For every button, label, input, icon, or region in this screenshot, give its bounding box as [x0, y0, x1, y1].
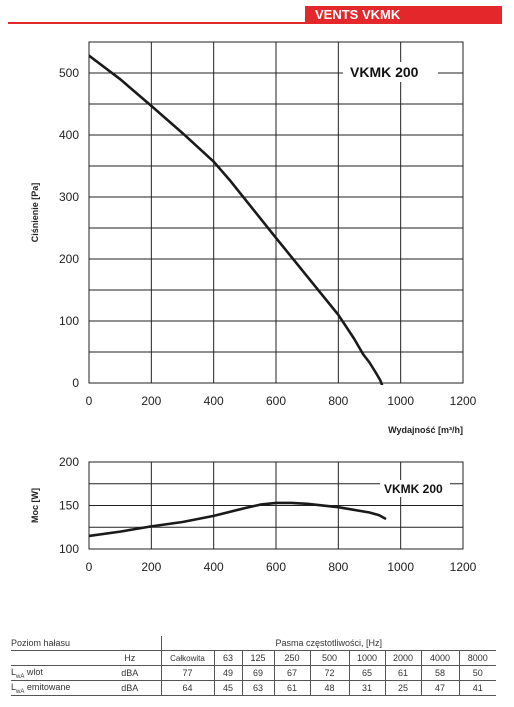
band-column-header: 4000 [420, 650, 459, 666]
header-rule [8, 22, 502, 24]
y-axis-title: Moc [W] [30, 488, 40, 523]
table-cell: 72 [309, 665, 349, 681]
title-bg [380, 480, 450, 497]
table-cell: 58 [420, 665, 459, 681]
row-label-sub: wA [16, 673, 25, 680]
title-bg [343, 62, 438, 82]
y-tick-label: 100 [59, 542, 79, 556]
table-cell: 67 [273, 665, 310, 681]
row-label-main: L [11, 666, 17, 677]
x-tick-label: 1000 [387, 394, 414, 408]
unit-hz: Hz [99, 650, 161, 666]
y-tick-label: 400 [59, 128, 79, 142]
y-tick-label: 300 [59, 190, 79, 204]
table-cell: 65 [348, 665, 385, 681]
band-column-header: 2000 [384, 650, 421, 666]
bands-title: Pasma częstotliwości, [Hz] [160, 636, 497, 651]
x-tick-label: 0 [86, 560, 93, 574]
row-unit: dBA [99, 665, 161, 681]
band-column-header: 1000 [348, 650, 385, 666]
table-cell: 61 [273, 680, 310, 696]
x-axis-title: Wydajność [m³/h] [388, 425, 463, 435]
x-tick-label: 0 [86, 394, 93, 408]
chart-title: VKMK 200 [350, 64, 419, 80]
table-cell: 31 [348, 680, 385, 696]
noise-table: Poziom hałasu Pasma częstotliwości, [Hz]… [11, 636, 497, 696]
table-columns-row: Hz Całkowita 63 125 250 500 1000 2000 4000 8000 [11, 650, 497, 666]
table-cell: 61 [384, 665, 421, 681]
table-cell: 64 [160, 680, 214, 696]
x-tick-label: 800 [328, 394, 348, 408]
y-tick-label: 0 [72, 376, 79, 390]
x-tick-label: 600 [266, 560, 286, 574]
band-column-header: 63 [213, 650, 242, 666]
x-tick-label: 400 [204, 394, 224, 408]
header-title: VENTS VKMK [315, 7, 401, 22]
row-label-main: L [11, 681, 17, 692]
y-tick-label: 200 [59, 252, 79, 266]
band-column-header: 250 [273, 650, 310, 666]
table-cell: 63 [241, 680, 274, 696]
x-tick-label: 200 [141, 560, 161, 574]
noise-table-title: Poziom hałasu [11, 636, 99, 651]
x-tick-label: 800 [328, 560, 348, 574]
table-cell: 47 [420, 680, 459, 696]
band-column-header: 500 [309, 650, 349, 666]
y-tick-label: 150 [59, 499, 79, 513]
x-tick-label: 200 [141, 394, 161, 408]
x-tick-label: 400 [204, 560, 224, 574]
table-header-row: Poziom hałasu Pasma częstotliwości, [Hz] [11, 636, 497, 651]
row-label-rest: emitowane [24, 681, 71, 692]
band-column-header: 125 [241, 650, 274, 666]
power-chart: 0 200 400 600 800 1000 1200 100 150 200 Moc [W] VKM… [30, 455, 477, 574]
table-cell: 41 [458, 680, 497, 696]
chart-title: VKMK 200 [384, 482, 443, 496]
y-tick-label: 500 [59, 66, 79, 80]
series-line [89, 54, 384, 385]
table-cell: 25 [384, 680, 421, 696]
y-tick-label: 200 [59, 455, 79, 469]
table-cell: 48 [309, 680, 349, 696]
x-tick-label: 1000 [387, 560, 414, 574]
y-tick-label: 100 [59, 314, 79, 328]
table-cell: 50 [458, 665, 497, 681]
row-label: LwA emitowane [11, 680, 99, 696]
plot-frame [88, 41, 464, 384]
table-row: LwA wlot dBA 77 49 69 67 72 65 61 58 50 [11, 665, 497, 681]
table-cell: 69 [241, 665, 274, 681]
header-banner: VENTS VKMK [305, 6, 502, 24]
row-label-sub: wA [16, 688, 25, 695]
band-column-header: 8000 [458, 650, 497, 666]
row-unit: dBA [99, 680, 161, 696]
plot-frame [88, 461, 464, 550]
band-column-header: Całkowita [160, 650, 214, 666]
table-cell: 49 [213, 665, 242, 681]
table-cell: 45 [213, 680, 242, 696]
row-label-rest: wlot [24, 666, 43, 677]
table-cell: 77 [160, 665, 214, 681]
pressure-chart: 0 200 400 600 800 1000 1200 0 100 200 300 400 500 Ciś… [30, 41, 477, 435]
series-line [89, 501, 387, 538]
x-tick-label: 1200 [450, 394, 477, 408]
table-row: LwA emitowane dBA 64 45 63 61 48 31 25 47 41 [11, 680, 497, 696]
y-axis-title: Ciśnienie [Pa] [30, 183, 40, 243]
x-tick-label: 600 [266, 394, 286, 408]
row-label: LwA wlot [11, 665, 99, 681]
x-tick-label: 1200 [450, 560, 477, 574]
